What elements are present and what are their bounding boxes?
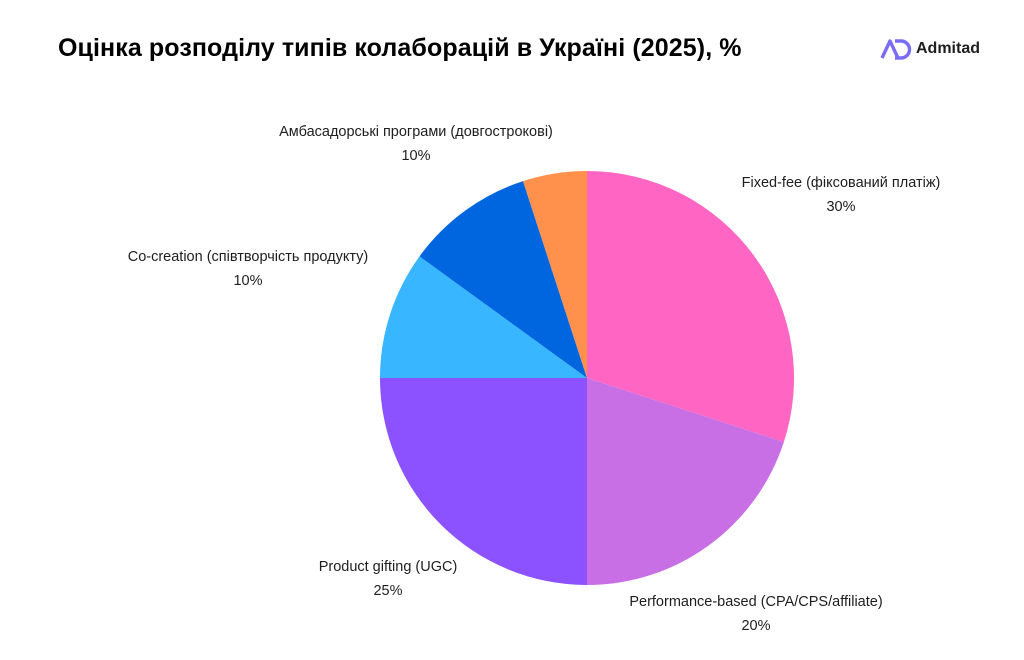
slice-label-gifting: Product gifting (UGC) 25%: [293, 555, 483, 603]
pie-slice-5: [523, 171, 587, 378]
slice-label-name: Co-creation (співтворчість продукту): [127, 249, 369, 265]
slice-label-performance: Performance-based (CPA/CPS/affiliate) 20…: [596, 590, 916, 638]
slice-label-ambassador: Амбасадорські програми (довгострокові) 1…: [240, 120, 592, 168]
pie-slice-4: [419, 181, 587, 378]
admitad-logo-icon: [880, 39, 912, 60]
slice-label-name: Product gifting (UGC): [318, 559, 458, 575]
slice-label-value: 10%: [233, 273, 263, 289]
pie-slice-1: [587, 378, 784, 585]
chart-title: Оцінка розподілу типів колаборацій в Укр…: [58, 34, 742, 62]
slice-label-value: 30%: [826, 199, 856, 215]
slice-label-name: Амбасадорські програми (довгострокові): [279, 124, 553, 140]
slice-label-name: Fixed-fee (фіксований платіж): [741, 175, 941, 191]
pie-slice-3: [380, 256, 587, 378]
slice-label-fixed-fee: Fixed-fee (фіксований платіж) 30%: [712, 171, 970, 219]
slice-label-name: Performance-based (CPA/CPS/affiliate): [629, 594, 883, 610]
slice-label-value: 20%: [741, 618, 771, 634]
pie-slice-2: [380, 378, 587, 585]
slice-label-co-creation: Co-creation (співтворчість продукту) 10%: [93, 245, 403, 293]
pie-slice-0: [587, 170, 795, 442]
brand-name: Admitad: [916, 40, 980, 57]
brand-logo: Admitad: [880, 38, 980, 60]
slice-label-value: 25%: [373, 583, 403, 599]
slice-label-value: 10%: [401, 148, 431, 164]
